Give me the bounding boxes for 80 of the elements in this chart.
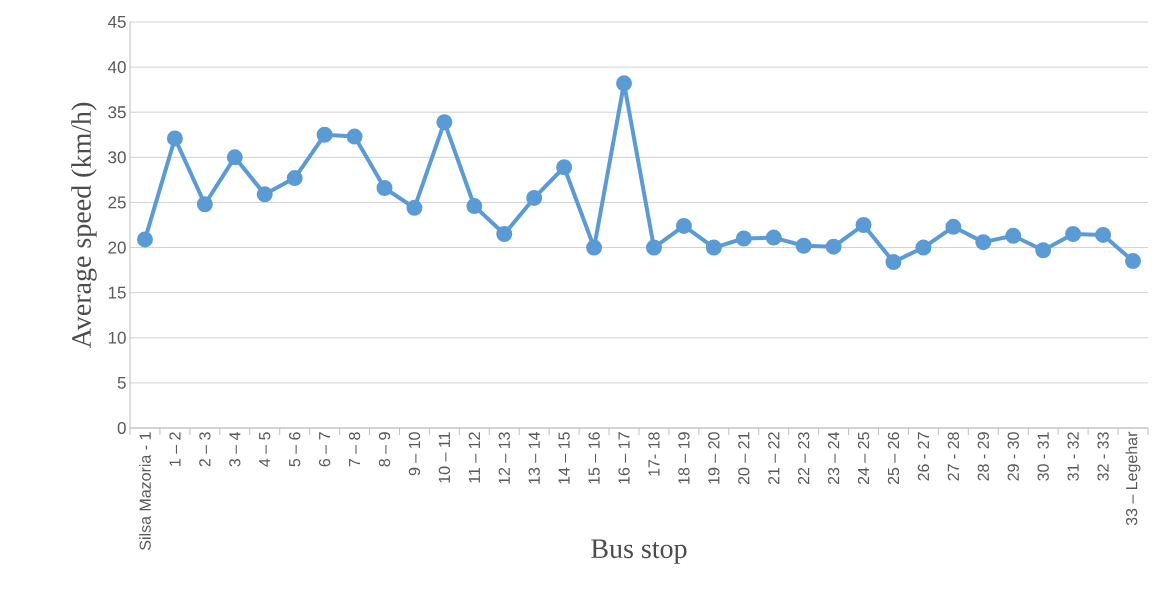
point xyxy=(616,75,633,92)
x-tick-label: 21 – 22 xyxy=(768,432,780,485)
x-tick-label: 20 – 21 xyxy=(738,432,750,485)
x-tick-label: 1 – 2 xyxy=(169,432,181,466)
x-tick-label: 22 – 23 xyxy=(798,432,810,485)
x-tick-label: 33 – Legehar xyxy=(1125,431,1141,526)
point xyxy=(376,180,393,196)
x-tick-label: 18 – 19 xyxy=(678,432,690,484)
point xyxy=(406,199,423,216)
x-tick-label: 5 – 6 xyxy=(289,432,301,467)
x-tick-label: 11 – 12 xyxy=(468,432,480,483)
point xyxy=(256,186,273,203)
x-tick-label: 9 – 10 xyxy=(408,432,421,476)
point xyxy=(1005,227,1022,244)
y-tick-label: 45 xyxy=(107,16,126,28)
x-tick-label: 16 – 17 xyxy=(618,432,630,484)
y-tick-label: 20 xyxy=(108,241,126,254)
x-tick-label: 19 – 20 xyxy=(708,432,720,484)
point xyxy=(166,130,183,147)
point xyxy=(765,229,782,246)
x-tick-label: 15 – 16 xyxy=(588,432,600,484)
x-tick-label: 14 – 15 xyxy=(558,432,570,484)
x-tick-label: Silsa Mazoria - 1 xyxy=(139,432,151,550)
y-tick-label: 5 xyxy=(117,376,126,389)
x-tick-label: 17- 18 xyxy=(648,432,660,476)
point xyxy=(556,159,573,176)
point xyxy=(855,216,872,233)
x-tick-label: 8 – 9 xyxy=(378,432,391,467)
x-tick-label: 25 – 26 xyxy=(887,432,900,485)
point xyxy=(286,170,303,187)
point xyxy=(1065,226,1082,243)
x-tick-label: 7 – 8 xyxy=(348,432,361,467)
point xyxy=(675,217,692,234)
y-tick-label: 25 xyxy=(108,196,126,209)
y-tick-label: 40 xyxy=(107,61,126,74)
point xyxy=(316,126,333,143)
x-tick-label: 10 – 11 xyxy=(438,432,451,483)
point xyxy=(226,149,243,166)
x-axis-title: Bus stop xyxy=(591,539,687,564)
x-tick-label: 32 - 33 xyxy=(1097,432,1109,481)
y-axis-title: Average speed (km/h) xyxy=(71,102,97,349)
point xyxy=(1035,242,1052,259)
point xyxy=(705,239,722,256)
point xyxy=(496,226,513,243)
y-tick-label: 10 xyxy=(108,331,126,344)
point xyxy=(436,114,453,131)
point xyxy=(196,196,213,213)
point xyxy=(136,231,153,248)
point xyxy=(526,189,543,206)
point xyxy=(645,239,662,256)
point xyxy=(346,128,363,145)
x-tick-label: 28 - 29 xyxy=(977,432,989,481)
x-tick-label: 2 – 3 xyxy=(199,432,211,467)
point xyxy=(586,239,603,256)
x-tick-label: 6 – 7 xyxy=(318,432,331,467)
point xyxy=(1125,253,1142,270)
x-tick-label: 3 – 4 xyxy=(229,432,241,467)
x-tick-label: 31 - 32 xyxy=(1067,432,1079,481)
y-tick-label: 0 xyxy=(117,421,126,435)
y-tick-label: 35 xyxy=(108,106,126,119)
point xyxy=(735,230,752,247)
x-tick-label: 26 - 27 xyxy=(917,432,930,481)
x-tick-label: 4 – 5 xyxy=(259,432,271,467)
point xyxy=(945,218,962,235)
x-tick-label: 23 – 24 xyxy=(827,432,840,485)
point xyxy=(915,239,932,256)
point xyxy=(885,253,902,270)
x-tick-label: 24 – 25 xyxy=(857,432,870,485)
point xyxy=(975,234,992,251)
x-tick-label: 30 - 31 xyxy=(1037,432,1049,481)
point xyxy=(466,198,483,215)
x-tick-label: 27 - 28 xyxy=(947,432,960,481)
point xyxy=(795,237,812,254)
x-tick-label: 12 – 13 xyxy=(498,432,510,484)
y-tick-label: 30 xyxy=(108,151,126,164)
x-tick-label: 13 – 14 xyxy=(528,432,540,484)
x-tick-label: 29 - 30 xyxy=(1007,432,1019,481)
point xyxy=(1095,226,1112,243)
point xyxy=(825,238,842,255)
y-tick-label: 15 xyxy=(108,286,126,299)
